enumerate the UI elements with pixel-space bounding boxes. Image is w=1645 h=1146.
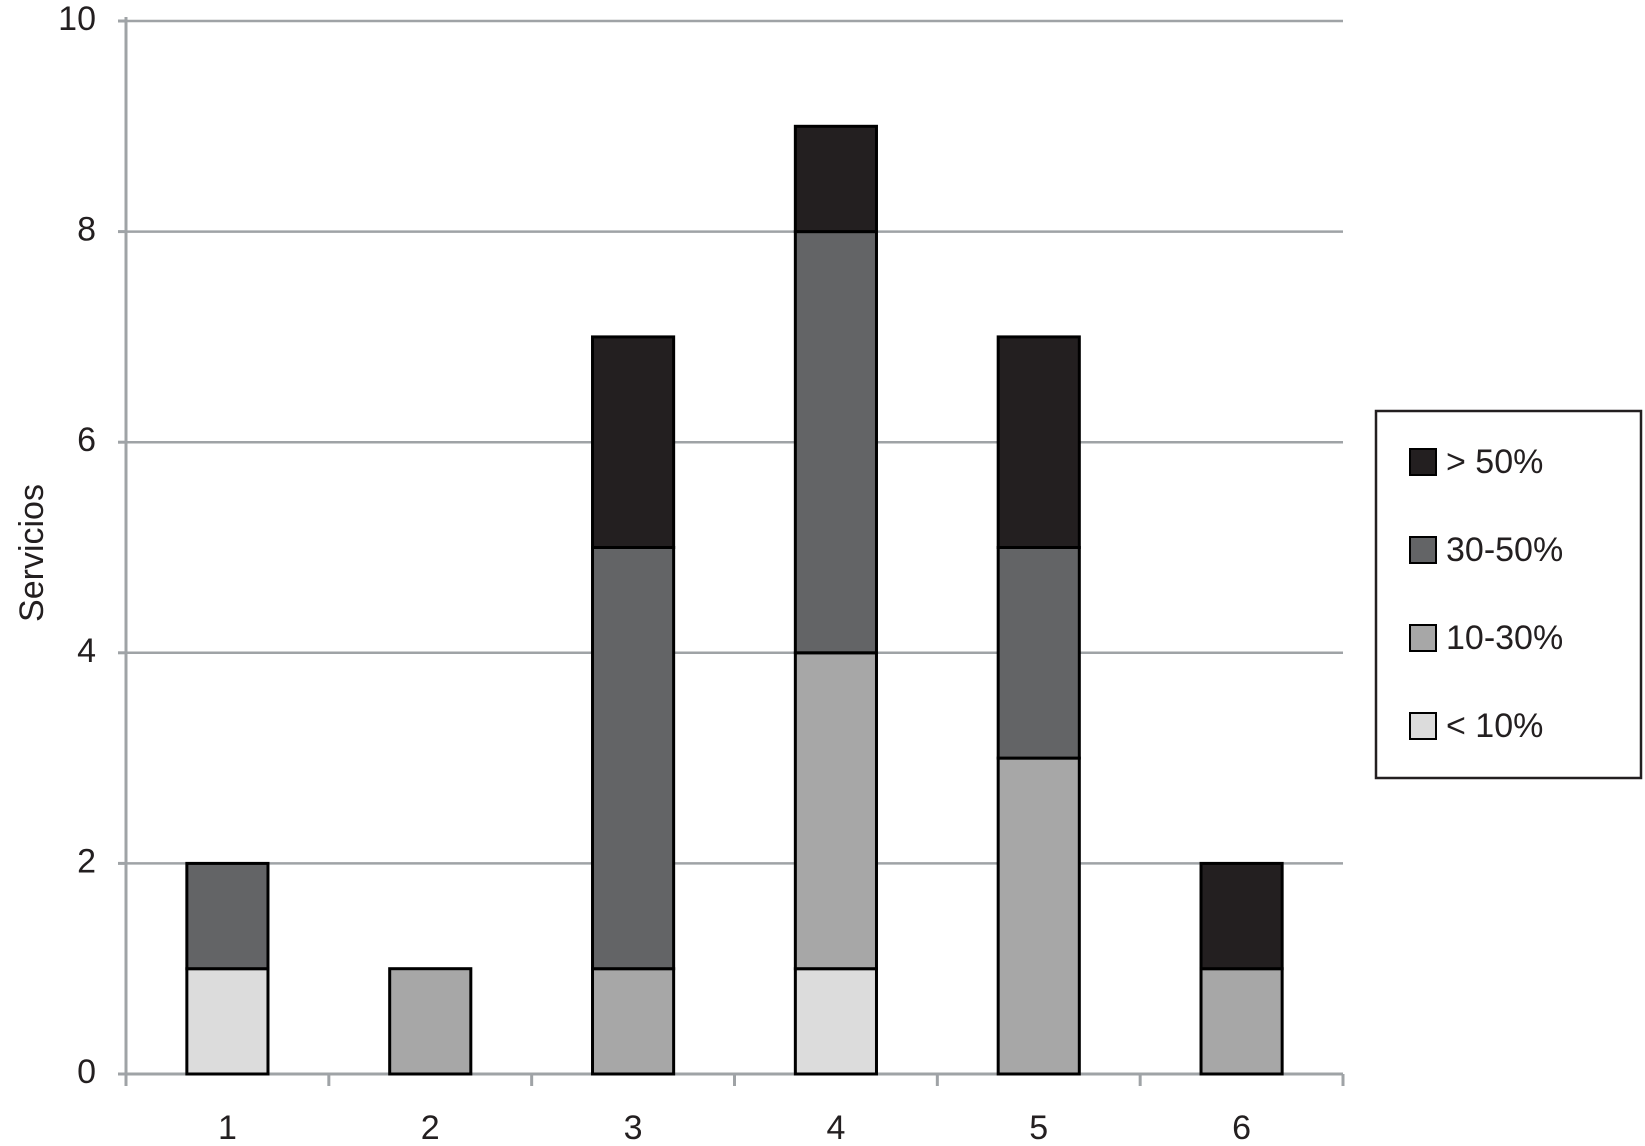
y-axis-label: Servicios: [13, 484, 51, 622]
y-tick-label: 10: [58, 0, 96, 38]
bar-segment: [1199, 967, 1284, 1076]
y-tick-label: 6: [77, 421, 96, 459]
x-tick-label: 4: [826, 1109, 845, 1146]
y-tick-label: 0: [77, 1053, 96, 1091]
bar-segment: [1199, 861, 1284, 971]
y-tick-label: 8: [77, 211, 96, 249]
legend-label: 30-50%: [1446, 531, 1563, 569]
bar-segment: [793, 651, 878, 971]
bar-segment: [793, 967, 878, 1076]
legend-swatch: [1409, 712, 1437, 740]
bar-segment: [793, 230, 878, 655]
legend-label: > 50%: [1446, 443, 1543, 481]
legend-swatch: [1409, 448, 1437, 476]
bar-segment: [185, 967, 270, 1076]
legend-swatch: [1409, 536, 1437, 564]
bar-segment: [996, 335, 1081, 549]
bar-segment: [591, 967, 676, 1076]
bar-segment: [793, 124, 878, 234]
x-tick-label: 1: [218, 1109, 237, 1146]
legend-swatch: [1409, 624, 1437, 652]
x-tick-label: 6: [1232, 1109, 1251, 1146]
bar-segment: [591, 546, 676, 971]
bar-segment: [388, 967, 473, 1076]
x-tick-label: 2: [421, 1109, 440, 1146]
legend-label: 10-30%: [1446, 619, 1563, 657]
bar-segment: [185, 861, 270, 971]
bar-segment: [591, 335, 676, 549]
legend-label: < 10%: [1446, 707, 1543, 745]
x-tick-label: 5: [1029, 1109, 1048, 1146]
bar-segment: [996, 756, 1081, 1076]
x-tick-label: 3: [624, 1109, 643, 1146]
bar-segment: [996, 546, 1081, 760]
y-tick-label: 4: [77, 632, 96, 670]
y-tick-label: 2: [77, 842, 96, 880]
